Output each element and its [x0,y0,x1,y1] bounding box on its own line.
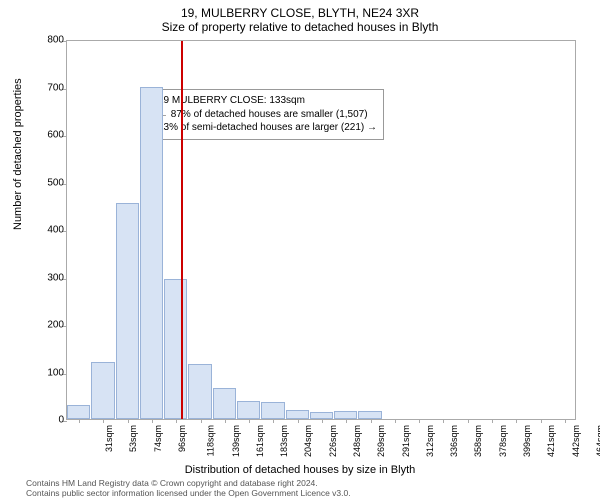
x-tick-label: 399sqm [522,425,532,457]
x-tick-label: 139sqm [231,425,241,457]
x-tick-mark [201,419,202,423]
y-tick-label: 100 [34,367,64,378]
y-tick-label: 0 [34,415,64,426]
x-tick-mark [249,419,250,423]
y-tick-label: 200 [34,320,64,331]
x-tick-mark [565,419,566,423]
x-tick-mark [443,419,444,423]
x-tick-label: 204sqm [303,425,313,457]
x-tick-label: 118sqm [206,425,216,456]
histogram-bar [140,87,163,420]
x-tick-label: 442sqm [571,425,581,457]
x-tick-mark [103,419,104,423]
x-tick-label: 53sqm [128,425,138,452]
x-tick-label: 291sqm [401,425,411,457]
x-axis-label: Distribution of detached houses by size … [0,464,600,476]
histogram-bar [261,402,284,419]
x-tick-label: 248sqm [352,425,362,457]
x-tick-mark [492,419,493,423]
x-tick-label: 336sqm [449,425,459,457]
x-tick-mark [79,419,80,423]
x-tick-mark [176,419,177,423]
histogram-bar [237,401,260,419]
y-tick-label: 600 [34,130,64,141]
y-tick-label: 400 [34,225,64,236]
x-tick-mark [468,419,469,423]
x-tick-mark [516,419,517,423]
footer: Contains HM Land Registry data © Crown c… [0,478,600,498]
footer-line-1: Contains HM Land Registry data © Crown c… [26,478,600,488]
y-tick-label: 500 [34,177,64,188]
y-tick-label: 300 [34,272,64,283]
annotation-line-2: ← 87% of detached houses are smaller (1,… [158,108,377,122]
footer-line-2: Contains public sector information licen… [26,488,600,498]
histogram-bar [310,412,333,419]
x-tick-label: 269sqm [376,425,386,457]
histogram-bar [116,203,139,419]
histogram-bar [213,388,236,419]
x-tick-mark [322,419,323,423]
x-tick-label: 358sqm [473,425,483,457]
histogram-bar [286,410,309,419]
chart-title-main: 19, MULBERRY CLOSE, BLYTH, NE24 3XR [0,0,600,20]
x-tick-label: 74sqm [153,425,163,452]
x-tick-mark [298,419,299,423]
y-tick-label: 700 [34,82,64,93]
x-tick-label: 96sqm [177,425,187,452]
histogram-bar [334,411,357,419]
plot-area: 19 MULBERRY CLOSE: 133sqm ← 87% of detac… [66,40,576,420]
property-marker-line [181,41,183,419]
chart-container: 19, MULBERRY CLOSE, BLYTH, NE24 3XR Size… [0,0,600,500]
annotation-line-3: 13% of semi-detached houses are larger (… [158,121,377,135]
y-axis-label: Number of detached properties [12,78,24,230]
annotation-box: 19 MULBERRY CLOSE: 133sqm ← 87% of detac… [151,89,384,140]
x-tick-label: 312sqm [425,425,435,457]
x-tick-label: 226sqm [328,425,338,457]
annotation-line-1: 19 MULBERRY CLOSE: 133sqm [158,94,377,108]
histogram-bar [164,279,187,419]
x-tick-label: 161sqm [255,425,265,457]
x-tick-label: 183sqm [279,425,289,457]
x-tick-label: 31sqm [104,425,114,452]
x-tick-label: 378sqm [498,425,508,457]
histogram-bar [358,411,381,419]
x-tick-label: 421sqm [546,425,556,457]
histogram-bar [91,362,114,419]
x-tick-mark [273,419,274,423]
histogram-bar [67,405,90,419]
x-tick-mark [541,419,542,423]
x-tick-mark [152,419,153,423]
x-tick-mark [225,419,226,423]
x-tick-mark [395,419,396,423]
x-tick-label: 464sqm [595,425,600,457]
x-tick-mark [128,419,129,423]
x-tick-mark [419,419,420,423]
chart-title-sub: Size of property relative to detached ho… [0,20,600,36]
x-tick-mark [346,419,347,423]
histogram-bar [188,364,211,419]
y-tick-label: 800 [34,35,64,46]
x-tick-mark [371,419,372,423]
